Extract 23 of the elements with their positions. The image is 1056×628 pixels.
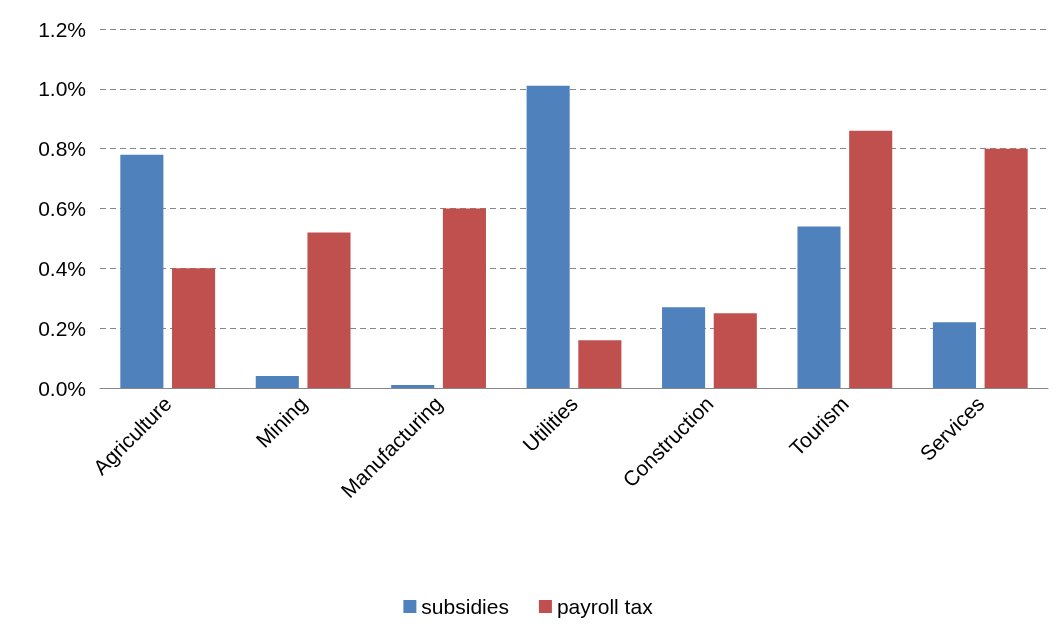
bar [713, 313, 757, 388]
y-tick-label: 0.6% [38, 197, 86, 220]
bar [662, 307, 706, 388]
bar [797, 226, 841, 388]
y-tick-label: 1.2% [38, 17, 86, 41]
y-tick-label: 1.0% [38, 77, 86, 101]
bar [849, 130, 893, 388]
bar [307, 232, 351, 388]
bar [255, 376, 299, 388]
bar [120, 154, 164, 388]
bar [172, 268, 216, 388]
legend-label: subsidies [421, 595, 509, 618]
bar [442, 208, 486, 388]
legend-label: payroll tax [556, 595, 654, 618]
bar [391, 385, 435, 388]
y-tick-label: 0.0% [38, 376, 86, 400]
bar [578, 340, 622, 388]
y-tick-label: 0.4% [38, 256, 86, 280]
bar [526, 85, 570, 388]
bar [984, 148, 1028, 388]
y-tick-label: 0.8% [38, 137, 86, 161]
y-tick-label: 0.2% [38, 316, 86, 340]
bar [932, 322, 976, 388]
